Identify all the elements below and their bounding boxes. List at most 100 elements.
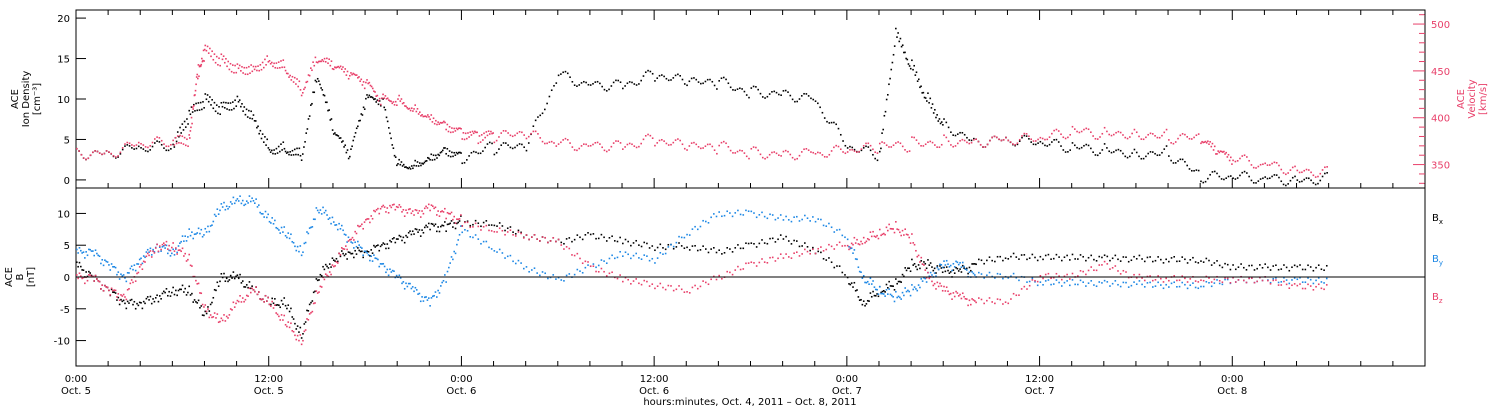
density-point [1177, 160, 1179, 162]
By-point [237, 200, 240, 202]
density-point [234, 99, 236, 102]
Bx-point [80, 265, 82, 268]
Bx-point [935, 272, 937, 274]
density-point [454, 154, 457, 156]
By-point [868, 283, 870, 285]
velocity-tick-label: 350 [1431, 161, 1450, 172]
Bz-point [1202, 279, 1205, 282]
Bz-point [1028, 284, 1031, 287]
velocity-point [998, 138, 1000, 141]
density-point [183, 120, 186, 123]
density-point [914, 74, 917, 76]
Bz-point [1015, 294, 1018, 297]
density-point [1060, 145, 1062, 147]
Bz-point [798, 255, 801, 257]
Bz-point [541, 236, 544, 238]
Bx-point [941, 271, 944, 274]
Bx-point [1018, 258, 1020, 260]
By-point [820, 218, 822, 221]
density-point [1103, 143, 1106, 145]
Bx-point [448, 223, 450, 225]
By-point [888, 288, 890, 290]
Bz-point [864, 241, 866, 244]
density-point [601, 85, 603, 88]
Bz-point [888, 223, 890, 226]
density-point [638, 83, 640, 85]
Bx-point [1069, 259, 1071, 261]
Bx-point [1165, 258, 1167, 261]
density-point [311, 102, 313, 105]
By-point [1095, 285, 1098, 288]
density-point [327, 109, 329, 112]
density-point [923, 96, 926, 99]
velocity-point [298, 80, 301, 83]
density-point [1090, 147, 1092, 150]
velocity-point [1092, 135, 1094, 137]
velocity-point [260, 68, 263, 71]
Bz-point [464, 221, 466, 224]
velocity-point [791, 156, 794, 159]
By-point [680, 236, 683, 239]
By-point [512, 260, 514, 263]
Bz-point [1093, 269, 1095, 272]
Bx-point [710, 248, 712, 250]
By-point [220, 203, 223, 205]
Bx-point [373, 244, 375, 247]
Bz-point [895, 221, 897, 223]
density-point [301, 153, 304, 155]
Bz-point [1036, 280, 1039, 283]
Bx-point [595, 237, 597, 240]
Bx-point [419, 235, 422, 237]
density-point [246, 116, 249, 118]
By-point [482, 240, 485, 243]
Bx-point [923, 261, 925, 263]
Bx-point [232, 271, 235, 273]
By-point [1170, 282, 1173, 285]
Bx-point [326, 265, 328, 268]
density-point [373, 98, 375, 101]
Bx-point [343, 254, 346, 257]
density-point [741, 88, 743, 90]
Bx-point [980, 259, 983, 262]
Bz-point [248, 287, 251, 290]
Bz-point [252, 288, 255, 291]
Bz-point [311, 310, 314, 313]
Bz-point [332, 265, 335, 268]
By-point [436, 296, 438, 298]
density-point [135, 147, 138, 150]
density-point [350, 148, 352, 150]
velocity-point [212, 58, 215, 61]
density-point [720, 77, 723, 80]
Bx-point [761, 239, 763, 241]
velocity-point [211, 50, 213, 53]
Bz-point [389, 204, 391, 207]
velocity-point [343, 70, 345, 73]
density-point [681, 78, 684, 81]
velocity-point [440, 122, 443, 124]
Bz-point [978, 297, 980, 299]
velocity-point [635, 146, 638, 149]
density-point [640, 79, 642, 82]
Bx-point [449, 222, 451, 225]
density-point [1051, 141, 1053, 143]
velocity-point [505, 130, 507, 132]
Bx-point [755, 246, 758, 248]
Bz-point [659, 282, 662, 285]
Bx-point [426, 226, 429, 228]
density-point [899, 37, 902, 40]
density-point [354, 132, 357, 134]
density-point [862, 147, 865, 149]
velocity-point [1255, 167, 1257, 169]
Bz-point [959, 293, 961, 296]
Bz-series [76, 203, 1328, 346]
density-point [441, 149, 444, 152]
Bz-point [1186, 281, 1189, 283]
velocity-point [257, 65, 259, 67]
By-point [241, 199, 244, 202]
By-point [686, 233, 688, 236]
density-point [334, 132, 336, 134]
velocity-point [253, 68, 256, 71]
velocity-point [599, 143, 601, 145]
velocity-point [1307, 169, 1310, 171]
velocity-point [228, 68, 231, 71]
